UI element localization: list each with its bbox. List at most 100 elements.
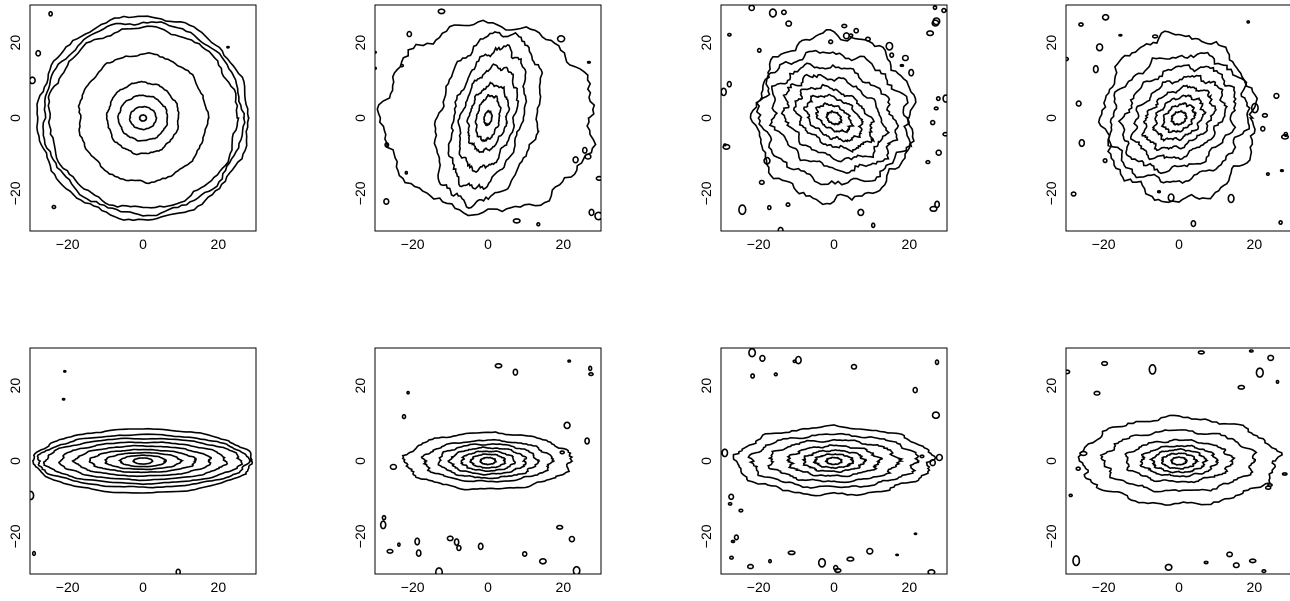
noise-contour <box>817 557 827 568</box>
contour-level-1 <box>749 29 917 206</box>
noise-contour <box>925 159 931 165</box>
contour-level-5 <box>459 450 517 472</box>
contour-level-3 <box>1117 64 1237 175</box>
noise-contour <box>889 52 895 58</box>
contour-level-5 <box>801 449 868 474</box>
contour-level-7 <box>479 456 498 466</box>
noise-contour <box>722 143 731 150</box>
x-tick-label: 0 <box>830 579 838 595</box>
noise-contour <box>721 87 727 97</box>
y-tick-label: 20 <box>1043 35 1059 51</box>
noise-contour <box>404 170 409 175</box>
noise-contour <box>1250 102 1259 114</box>
y-tick-label: 20 <box>7 35 23 51</box>
x-tick-label: −20 <box>747 236 771 252</box>
contour-level-5 <box>793 83 876 153</box>
x-tick-label: −20 <box>747 579 771 595</box>
noise-contour <box>935 149 943 156</box>
noise-contour <box>584 437 590 445</box>
noise-contour <box>477 542 484 551</box>
contour-level-4 <box>1139 444 1220 478</box>
noise-contour <box>929 459 937 467</box>
contour-level-2 <box>36 433 252 489</box>
contour-level-5 <box>1141 84 1218 152</box>
y-tick-label: −20 <box>352 181 368 205</box>
noise-contour <box>935 453 944 462</box>
noise-contour <box>414 537 421 546</box>
noise-contour <box>512 368 519 376</box>
x-tick-label: 0 <box>1175 579 1183 595</box>
noise-contour <box>1066 56 1070 62</box>
contour-level-3 <box>47 25 240 209</box>
noise-contour <box>1261 568 1267 574</box>
noise-contour <box>572 156 579 164</box>
x-tick-label: 20 <box>211 236 227 252</box>
noise-contour <box>586 60 592 64</box>
noise-contour <box>899 63 905 68</box>
noise-contour <box>399 63 405 68</box>
contour-level-4 <box>780 73 891 163</box>
noise-contour <box>738 204 747 216</box>
noise-contour <box>512 218 521 224</box>
contour-level-1 <box>732 424 937 497</box>
noise-contour <box>1275 379 1280 385</box>
noise-contour <box>31 550 37 557</box>
noise-contour <box>1164 563 1173 571</box>
x-tick-label: 0 <box>484 579 492 595</box>
contour-level-6 <box>88 448 198 474</box>
noise-contour <box>1190 220 1197 228</box>
y-tick-label: 20 <box>698 378 714 394</box>
contour-level-6 <box>117 94 169 142</box>
x-tick-label: −20 <box>401 579 425 595</box>
noise-contour <box>1078 138 1086 148</box>
noise-contour <box>1078 22 1084 27</box>
x-tick-label: −20 <box>1092 236 1116 252</box>
x-tick-label: 20 <box>211 579 227 595</box>
contour-level-2 <box>420 438 555 483</box>
noise-contour <box>1267 354 1275 362</box>
noise-contour <box>536 222 541 227</box>
noise-contour <box>384 141 390 148</box>
noise-contour <box>559 450 566 455</box>
panel-top-1: −20 0 20 −20 0 20 <box>7 4 257 252</box>
contour-level-3 <box>447 44 528 191</box>
noise-contour <box>748 348 757 358</box>
y-tick-label: 0 <box>352 457 368 465</box>
noise-contour <box>1156 190 1162 194</box>
contour-level-9 <box>131 457 154 465</box>
noise-contour <box>375 50 377 54</box>
noise-contour <box>919 454 925 459</box>
contour-level-7 <box>483 109 494 127</box>
x-tick-label: 0 <box>139 579 147 595</box>
noise-contour <box>926 30 935 37</box>
noise-contour <box>1118 33 1123 37</box>
noise-contour <box>901 54 910 62</box>
x-tick-label: 20 <box>556 579 572 595</box>
noise-contour <box>746 563 754 570</box>
contour-level-4 <box>77 51 210 185</box>
contour-level-3 <box>437 443 541 480</box>
contour-level-6 <box>474 94 502 143</box>
y-tick-label: 0 <box>1043 114 1059 122</box>
noise-contour <box>935 95 941 102</box>
noise-contour <box>827 39 834 45</box>
noise-contour <box>1167 193 1175 202</box>
noise-contour <box>934 200 941 209</box>
contour-level-3 <box>767 438 905 484</box>
noise-contour <box>1255 367 1265 378</box>
x-tick-label: 0 <box>484 236 492 252</box>
noise-contour <box>912 386 919 394</box>
contour-level-7 <box>824 456 843 466</box>
noise-contour <box>763 156 771 165</box>
contour-level-5 <box>105 80 180 156</box>
noise-contour <box>563 421 571 430</box>
noise-contour <box>1260 125 1266 132</box>
x-tick-label: 0 <box>1175 236 1183 252</box>
noise-contour <box>406 390 410 395</box>
x-tick-label: 0 <box>830 236 838 252</box>
x-tick-label: 0 <box>139 236 147 252</box>
contour-level-5 <box>466 81 511 154</box>
noise-contour <box>931 19 940 27</box>
panel-frame <box>1065 347 1290 575</box>
